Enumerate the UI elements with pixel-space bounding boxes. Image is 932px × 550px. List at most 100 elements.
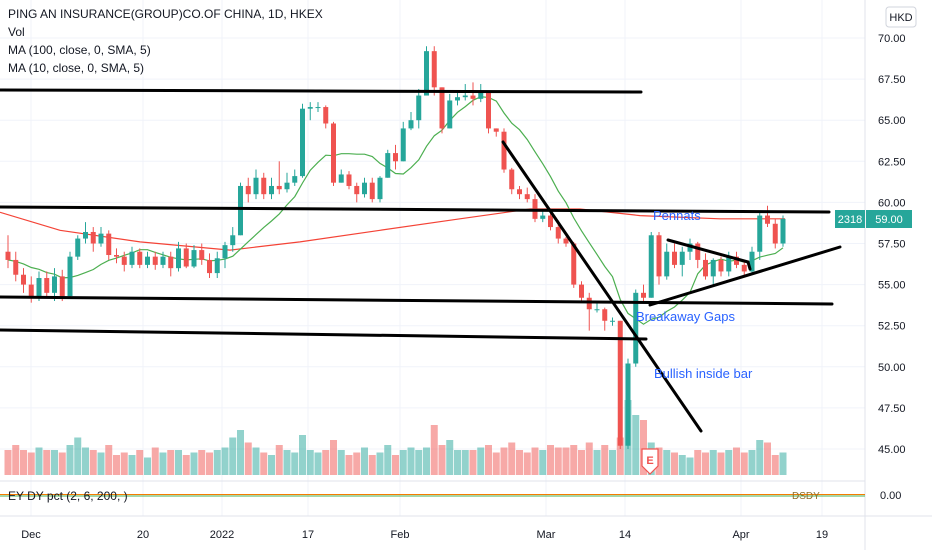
candle-body — [625, 363, 631, 446]
earnings-marker[interactable]: E — [641, 448, 659, 475]
time-tick-label: Dec — [21, 529, 41, 541]
candle-body — [408, 120, 414, 129]
ma100-legend[interactable]: MA (100, close, 0, SMA, 5) — [8, 43, 151, 57]
volume-bar — [268, 455, 275, 475]
price-tick-label: 47.50 — [878, 403, 906, 415]
price-axis-labels[interactable]: 70.00 67.50 65.00 62.50 60.00 57.50 55.00 52.50… — [878, 33, 906, 456]
candle-body — [571, 243, 577, 285]
volume-bar — [694, 450, 702, 475]
candle-body — [238, 185, 243, 236]
trendline — [0, 328, 648, 341]
candle-body — [400, 128, 406, 162]
volume-bar — [12, 445, 20, 475]
volume-bar — [469, 450, 477, 475]
volume-bar — [206, 452, 213, 475]
candle-body — [672, 251, 677, 265]
drawn-trendlines[interactable] — [0, 88, 842, 433]
candle-body — [470, 95, 476, 99]
volume-bar — [477, 447, 485, 475]
volume-bar — [454, 450, 461, 475]
ma100-line — [0, 208, 785, 251]
volume-bar — [260, 452, 268, 475]
volume-bar — [686, 457, 694, 475]
volume-bar — [407, 447, 415, 475]
time-tick-label: Apr — [732, 529, 749, 541]
candle-body — [765, 215, 770, 224]
candle-body — [579, 284, 584, 298]
volume-bar — [167, 450, 175, 475]
volume-bar — [175, 450, 182, 475]
candle-body — [610, 320, 615, 322]
candle-body — [145, 256, 150, 265]
volume-bar — [779, 452, 787, 475]
trendline — [0, 295, 834, 306]
price-tick-label: 50.00 — [878, 362, 906, 374]
candle-body — [486, 92, 491, 129]
price-tick-label: 65.00 — [878, 115, 906, 127]
volume-legend[interactable]: Vol — [8, 25, 25, 39]
candle-body — [300, 108, 305, 177]
candle-body — [36, 278, 42, 297]
volume-bar — [283, 450, 291, 475]
annotation-bullish-inside-bar[interactable]: Bullish inside bar — [654, 366, 753, 381]
candle-body — [393, 153, 398, 162]
candle-body — [726, 256, 732, 272]
volume-bar — [58, 452, 66, 475]
ma10-legend[interactable]: MA (10, close, 0, SMA, 5) — [8, 59, 145, 77]
volume-bar — [182, 455, 190, 475]
time-tick-label: Mar — [537, 529, 556, 541]
currency-box[interactable]: HKD — [885, 6, 917, 28]
volume-bar — [252, 447, 260, 475]
last-volume-label: 2318 — [838, 214, 862, 226]
volume-bar — [461, 450, 469, 475]
volume-bar — [430, 425, 438, 475]
candle-body — [83, 231, 88, 239]
volume-bar — [740, 452, 748, 475]
volume-bar — [20, 450, 27, 475]
price-tick-label: 70.00 — [878, 33, 906, 45]
trendline — [746, 260, 752, 271]
volume-bar — [516, 450, 523, 475]
candle-body — [493, 128, 499, 132]
volume-bar — [229, 437, 237, 475]
candle-body — [354, 185, 360, 195]
candle-body — [5, 251, 11, 260]
volume-bar — [136, 450, 144, 475]
volume-bar — [725, 450, 733, 475]
candle-body — [679, 251, 685, 265]
volume-bar — [717, 452, 725, 475]
volume-bar — [345, 455, 353, 475]
time-tick-label: 2022 — [210, 529, 234, 541]
candle-body — [284, 182, 290, 190]
time-axis-labels[interactable]: Dec 20 2022 17 Feb Mar 14 Apr 19 — [21, 529, 828, 541]
candle-body — [137, 251, 143, 265]
candle-body — [633, 292, 639, 364]
volume-bar — [485, 445, 492, 475]
candle-body — [377, 177, 383, 200]
volume-bar — [244, 442, 252, 475]
candle-body — [524, 194, 530, 200]
volume-bar — [27, 452, 35, 475]
candle-body — [176, 248, 181, 269]
volume-bar — [423, 447, 430, 475]
candle-body — [664, 251, 670, 277]
trendline — [648, 245, 842, 307]
indicator-legend[interactable]: EY DY pct (2, 6, 200, ) — [8, 489, 128, 503]
annotation-breakaway-gaps[interactable]: Breakaway Gaps — [636, 309, 735, 324]
candle-body — [656, 235, 662, 277]
candle-body — [416, 95, 422, 121]
annotation-pennats[interactable]: Pennats — [653, 208, 701, 223]
volume-bar — [361, 447, 368, 475]
candle-body — [478, 92, 484, 99]
candle-body — [261, 177, 267, 195]
indicator-right-label: DSDY — [792, 491, 820, 502]
candle-body — [462, 95, 468, 98]
time-tick-label: 17 — [302, 529, 314, 541]
symbol-title[interactable]: PING AN INSURANCE(GROUP)CO.OF CHINA, 1D,… — [8, 7, 323, 21]
price-tick-label: 57.50 — [878, 239, 906, 251]
volume-bar — [113, 455, 120, 475]
volume-bar — [585, 442, 593, 475]
candle-body — [602, 309, 608, 321]
volume-bar — [671, 452, 678, 475]
